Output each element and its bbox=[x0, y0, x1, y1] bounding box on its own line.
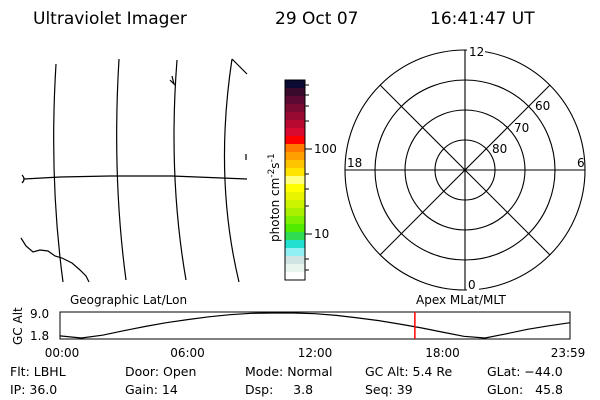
colorbar-band bbox=[285, 240, 305, 249]
seq-info: Seq: 39 bbox=[365, 382, 413, 397]
door-info: Door: Open bbox=[125, 364, 197, 379]
y-axis-label: GC Alt bbox=[11, 307, 25, 345]
map-edge bbox=[231, 58, 248, 75]
filter-info: Flt: LBHL bbox=[10, 364, 66, 379]
meridian-line bbox=[53, 63, 64, 283]
colorbar-band bbox=[285, 192, 305, 201]
colorbar-band bbox=[285, 248, 305, 257]
colorbar-band bbox=[285, 120, 305, 129]
x-tick-label: 18:00 bbox=[425, 346, 460, 360]
mlt-label-12: 12 bbox=[469, 45, 484, 59]
colorbar-band bbox=[285, 176, 305, 185]
polar-plot bbox=[344, 49, 586, 291]
colorbar-tick-100: 100 bbox=[314, 142, 337, 156]
instrument-title: Ultraviolet Imager bbox=[33, 9, 187, 29]
colorbar-band bbox=[285, 128, 305, 137]
colorbar-band bbox=[285, 80, 305, 89]
y-tick-min: 1.8 bbox=[30, 329, 49, 343]
colorbar-band bbox=[285, 200, 305, 209]
strip-frame bbox=[59, 311, 571, 340]
map-edge bbox=[21, 174, 25, 184]
altitude-line bbox=[59, 312, 571, 339]
colorbar-band bbox=[285, 152, 305, 161]
meridian-line bbox=[116, 58, 127, 281]
time-label: 16:41:47 UT bbox=[430, 9, 535, 29]
gain-info: Gain: 14 bbox=[125, 382, 178, 397]
colorbar-band bbox=[285, 264, 305, 273]
colorbar-band bbox=[285, 224, 305, 233]
lat-label-70: 70 bbox=[514, 121, 529, 135]
colorbar-ticks bbox=[305, 84, 312, 271]
gc-alt-info: GC Alt: 5.4 Re bbox=[365, 364, 453, 379]
colorbar-band bbox=[285, 272, 305, 281]
colorbar-tick-10: 10 bbox=[314, 227, 329, 241]
colorbar bbox=[285, 80, 305, 281]
colorbar-label: photon cm-2s-1 bbox=[267, 153, 282, 242]
colorbar-band bbox=[285, 216, 305, 225]
colorbar-band bbox=[285, 168, 305, 177]
glat-info: GLat: −44.0 bbox=[487, 364, 563, 379]
parallel-line bbox=[23, 175, 248, 180]
meridian-line bbox=[173, 59, 187, 281]
glon-info: GLon: 45.8 bbox=[487, 382, 563, 397]
x-tick-label: 06:00 bbox=[170, 346, 205, 360]
dsp-info: Dsp: 3.8 bbox=[245, 382, 314, 397]
colorbar-band bbox=[285, 96, 305, 105]
colorbar-band bbox=[285, 232, 305, 241]
colorbar-band bbox=[285, 160, 305, 169]
colorbar-band bbox=[285, 104, 305, 113]
mode-info: Mode: Normal bbox=[245, 364, 333, 379]
x-tick-label: 12:00 bbox=[298, 346, 333, 360]
date-label: 29 Oct 07 bbox=[275, 9, 358, 29]
colorbar-band bbox=[285, 112, 305, 121]
y-tick-max: 9.0 bbox=[30, 307, 49, 321]
mlt-label-18: 18 bbox=[347, 156, 362, 170]
colorbar-band bbox=[285, 184, 305, 193]
ip-info: IP: 36.0 bbox=[10, 382, 58, 397]
colorbar-band bbox=[285, 136, 305, 145]
geographic-map bbox=[20, 58, 248, 283]
lat-label-80: 80 bbox=[492, 142, 507, 156]
x-tick-label: 23:59 bbox=[551, 346, 586, 360]
lat-label-60: 60 bbox=[535, 99, 550, 113]
colorbar-band bbox=[285, 144, 305, 153]
colorbar-band bbox=[285, 208, 305, 217]
geographic-title: Geographic Lat/Lon bbox=[70, 293, 187, 307]
colorbar-band bbox=[285, 88, 305, 97]
mlt-label-0: 0 bbox=[468, 278, 476, 292]
colorbar-frame bbox=[284, 79, 306, 281]
coastline bbox=[20, 237, 90, 283]
x-tick-label: 00:00 bbox=[45, 346, 80, 360]
apex-title: Apex MLat/MLT bbox=[416, 293, 506, 307]
meridian-line bbox=[223, 58, 240, 283]
colorbar-band bbox=[285, 256, 305, 265]
coastline bbox=[169, 75, 176, 86]
mlt-label-6: 6 bbox=[577, 156, 585, 170]
